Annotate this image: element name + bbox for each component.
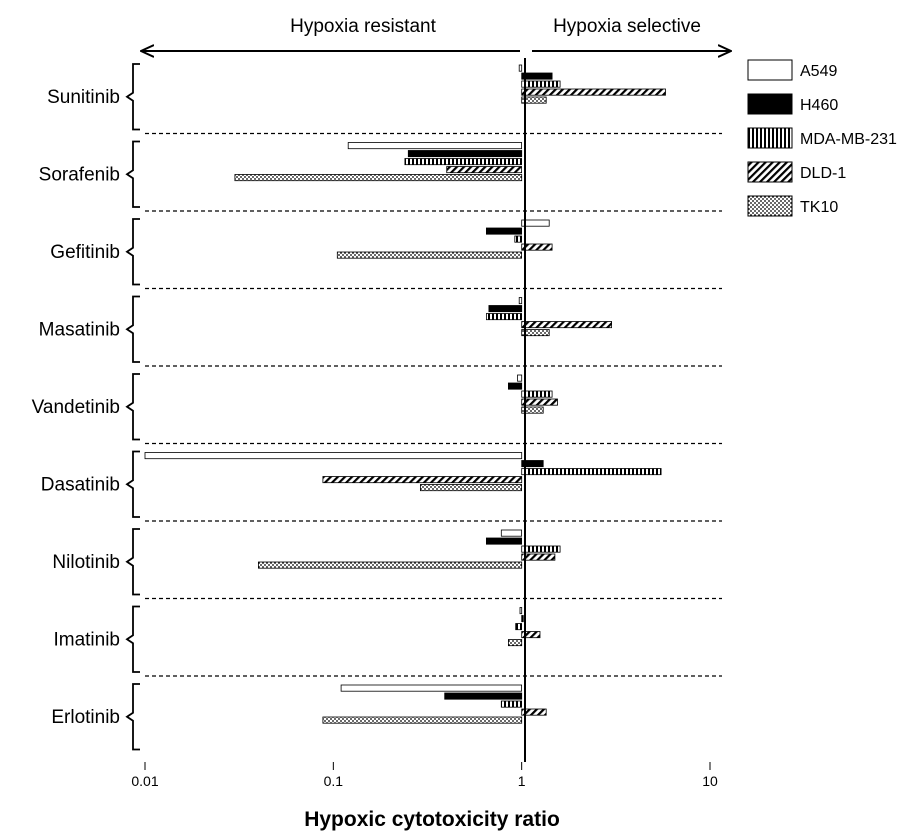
bar bbox=[144, 452, 523, 460]
bar bbox=[521, 406, 544, 414]
category-label: Vandetinib bbox=[32, 397, 120, 418]
bar bbox=[485, 227, 522, 235]
bar bbox=[336, 251, 522, 259]
group-separators bbox=[145, 132, 722, 677]
bar bbox=[521, 460, 544, 468]
bar bbox=[521, 88, 666, 96]
bar bbox=[500, 529, 522, 537]
bar bbox=[446, 166, 523, 174]
legend-swatch bbox=[747, 127, 793, 149]
category-bracket bbox=[125, 373, 140, 441]
bar bbox=[521, 390, 553, 398]
bar bbox=[257, 561, 523, 569]
bar bbox=[404, 158, 522, 166]
category-bracket bbox=[125, 63, 140, 131]
category-label: Dasatinib bbox=[41, 474, 120, 495]
legend-label: TK10 bbox=[800, 199, 838, 216]
bar bbox=[521, 321, 613, 329]
legend-label: DLD-1 bbox=[800, 165, 846, 182]
hypoxia-resistant-label: Hypoxia resistant bbox=[290, 16, 436, 37]
legend: A549 H460 MDA-MB-231 DLD-1 TK10 bbox=[747, 59, 897, 217]
bar bbox=[444, 692, 523, 700]
bar bbox=[500, 700, 522, 708]
bar bbox=[234, 174, 523, 182]
category-bracket bbox=[125, 295, 140, 363]
bar bbox=[521, 708, 547, 716]
category-bracket bbox=[125, 218, 140, 286]
bar bbox=[521, 553, 556, 561]
bar bbox=[519, 607, 523, 615]
category-label: Nilotinib bbox=[52, 552, 120, 573]
x-axis-label: Hypoxic cytotoxicity ratio bbox=[304, 808, 560, 831]
bar bbox=[521, 398, 558, 406]
category-bracket bbox=[125, 683, 140, 751]
x-tick-label: 10 bbox=[702, 773, 718, 789]
x-tick-label: 1 bbox=[518, 773, 526, 789]
category-bracket bbox=[125, 605, 140, 673]
bar bbox=[507, 639, 523, 647]
category-bracket bbox=[125, 528, 140, 596]
category-bracket bbox=[125, 450, 140, 518]
bar bbox=[521, 243, 553, 251]
bar bbox=[322, 716, 523, 724]
bar bbox=[521, 96, 547, 104]
bar bbox=[515, 623, 523, 631]
bar bbox=[488, 305, 523, 313]
legend-swatch bbox=[747, 59, 793, 81]
bar bbox=[521, 468, 662, 476]
category-bracket bbox=[125, 140, 140, 208]
legend-label: A549 bbox=[800, 63, 837, 80]
bar bbox=[518, 297, 523, 305]
bar bbox=[521, 631, 541, 639]
bar bbox=[521, 545, 561, 553]
x-axis-ticks: 0.01 0.1 1 10 bbox=[131, 762, 718, 789]
legend-label: MDA-MB-231 bbox=[800, 131, 897, 148]
legend-swatch bbox=[747, 195, 793, 217]
bar bbox=[521, 615, 524, 623]
bar bbox=[485, 313, 522, 321]
bar bbox=[514, 235, 522, 243]
bar bbox=[517, 374, 523, 382]
bar bbox=[521, 219, 550, 227]
bar bbox=[518, 64, 523, 72]
category-label: Imatinib bbox=[53, 629, 120, 650]
category-label: Sorafenib bbox=[39, 164, 120, 185]
category-label: Gefitinib bbox=[50, 242, 120, 263]
bar bbox=[485, 537, 522, 545]
legend-swatch bbox=[747, 93, 793, 115]
hypoxia-selective-label: Hypoxia selective bbox=[553, 16, 701, 37]
bar bbox=[521, 329, 550, 337]
category-label: Sunitinib bbox=[47, 87, 120, 108]
legend-label: H460 bbox=[800, 97, 838, 114]
bar bbox=[347, 142, 523, 150]
x-tick-label: 0.01 bbox=[131, 773, 158, 789]
bars bbox=[144, 64, 666, 724]
bar bbox=[340, 684, 523, 692]
bar bbox=[521, 72, 553, 80]
bar bbox=[322, 476, 523, 484]
x-tick-label: 0.1 bbox=[324, 773, 344, 789]
bar bbox=[419, 484, 522, 492]
category-label: Masatinib bbox=[39, 319, 120, 340]
bar bbox=[521, 80, 561, 88]
legend-swatch bbox=[747, 161, 793, 183]
bar bbox=[507, 382, 523, 390]
category-labels: Sunitinib Sorafenib Gefitinib Masatinib Vand… bbox=[32, 63, 140, 751]
category-label: Erlotinib bbox=[51, 707, 120, 728]
bar bbox=[407, 150, 523, 158]
